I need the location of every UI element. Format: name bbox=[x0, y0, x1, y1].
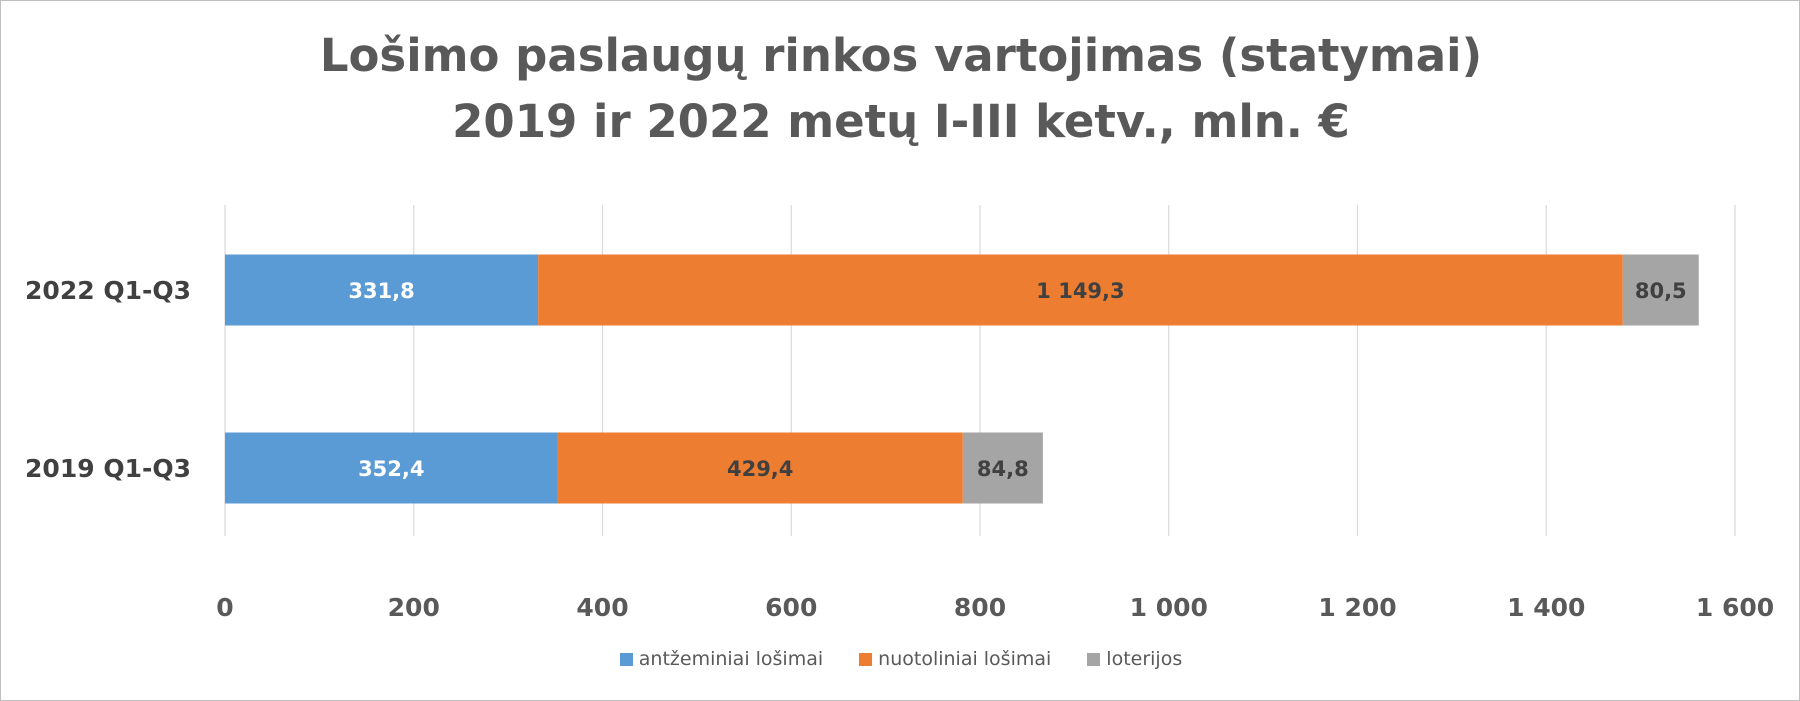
legend-label: antžeminiai lošimai bbox=[638, 648, 824, 670]
bar-segment bbox=[538, 254, 1623, 326]
data-label: 331,8 bbox=[348, 279, 414, 303]
data-label: 84,8 bbox=[977, 457, 1029, 481]
data-label: 1 149,3 bbox=[1036, 279, 1124, 303]
chart-title: Lošimo paslaugų rinkos vartojimas (staty… bbox=[1, 23, 1800, 155]
x-tick-label: 200 bbox=[388, 593, 440, 622]
bars: 331,8 1 149,3 80,5 352,4 429,4 84,8 bbox=[225, 254, 1699, 504]
data-label: 80,5 bbox=[1635, 279, 1687, 303]
x-tick-label: 600 bbox=[765, 593, 817, 622]
legend-label: loterijos bbox=[1106, 648, 1183, 670]
x-tick-label: 1 400 bbox=[1507, 593, 1585, 622]
category-label: 2022 Q1-Q3 bbox=[25, 276, 191, 305]
x-axis-ticks: 0 200 400 600 800 1 000 1 200 1 400 1 600 bbox=[216, 593, 1774, 622]
x-tick-label: 0 bbox=[216, 593, 233, 622]
legend-item: nuotoliniai lošimai bbox=[859, 648, 1051, 670]
legend-swatch bbox=[619, 652, 633, 666]
x-tick-label: 1 000 bbox=[1130, 593, 1208, 622]
chart-title-line-1: Lošimo paslaugų rinkos vartojimas (staty… bbox=[319, 29, 1483, 82]
bar-segment bbox=[225, 432, 558, 504]
plot-area: 331,8 1 149,3 80,5 352,4 429,4 84,8 0 200 400 60… bbox=[25, 205, 1774, 622]
data-label: 429,4 bbox=[727, 457, 793, 481]
legend-swatch bbox=[859, 652, 873, 666]
bar-segment bbox=[1622, 254, 1699, 326]
bar-segment bbox=[962, 432, 1043, 504]
data-label: 352,4 bbox=[358, 457, 424, 481]
legend-swatch bbox=[1087, 652, 1101, 666]
x-tick-label: 400 bbox=[576, 593, 628, 622]
x-tick-label: 1 600 bbox=[1696, 593, 1774, 622]
legend: antžeminiai lošimai nuotoliniai lošimai lo… bbox=[1, 648, 1800, 670]
category-labels: 2022 Q1-Q3 2019 Q1-Q3 bbox=[25, 276, 191, 483]
legend-item: antžeminiai lošimai bbox=[619, 648, 824, 670]
category-label: 2019 Q1-Q3 bbox=[25, 454, 191, 483]
bar-segment bbox=[225, 254, 539, 326]
bar-segment bbox=[557, 432, 963, 504]
legend-label: nuotoliniai lošimai bbox=[878, 648, 1052, 670]
legend-item: loterijos bbox=[1087, 648, 1182, 670]
chart-title-line-2: 2019 ir 2022 metų I-III ketv., mln. € bbox=[452, 95, 1350, 148]
x-tick-label: 1 200 bbox=[1318, 593, 1396, 622]
x-tick-label: 800 bbox=[954, 593, 1006, 622]
